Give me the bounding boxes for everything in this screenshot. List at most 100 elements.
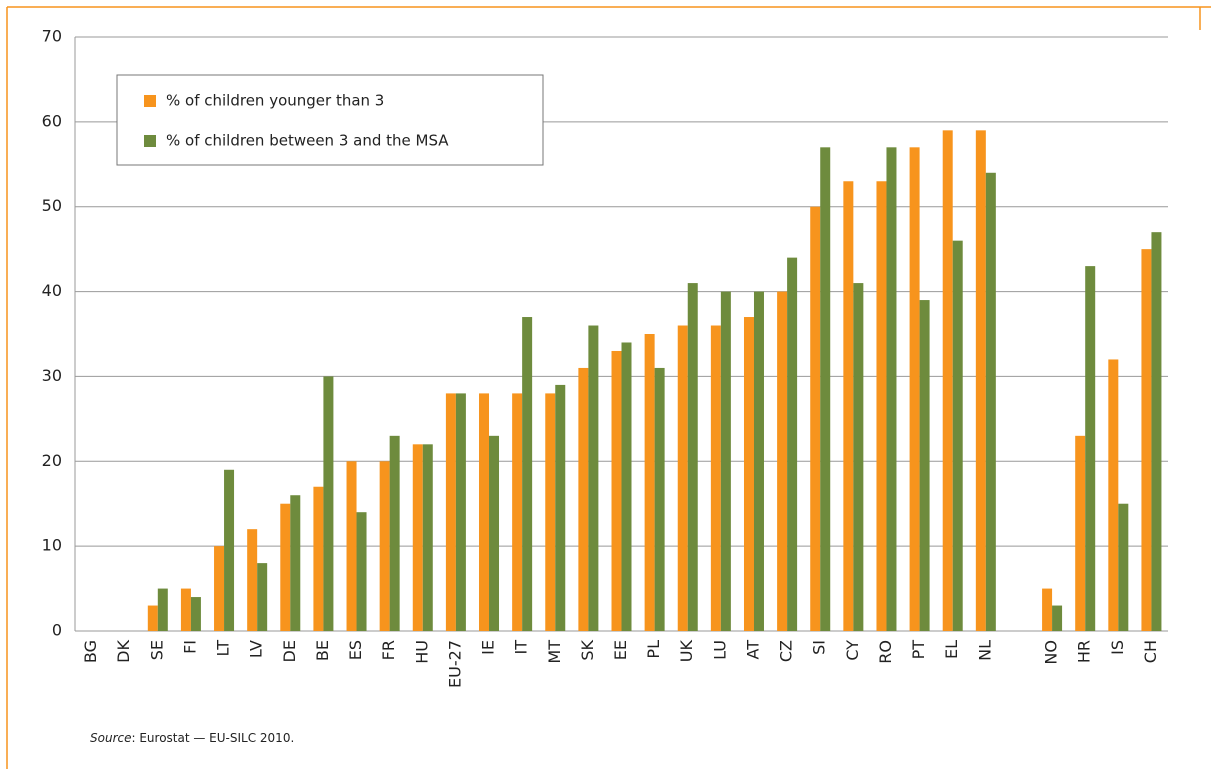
bar <box>1141 249 1152 631</box>
bar <box>224 469 235 631</box>
bar <box>820 147 831 632</box>
x-tick-label: LV <box>247 640 266 658</box>
bar <box>1085 266 1096 631</box>
bars: BG DK SE FI LT LV DE BE ES FR HU EU-27 IE IT MT SK EE PL U… <box>81 130 1162 688</box>
bar <box>1075 435 1086 631</box>
x-tick-label: RO <box>876 640 895 664</box>
bar <box>919 300 930 631</box>
bar <box>323 376 334 631</box>
bar <box>720 291 731 631</box>
bar <box>479 393 490 631</box>
x-tick-label: DE <box>280 640 299 662</box>
x-tick-label: PL <box>644 640 663 659</box>
bar <box>985 172 996 631</box>
bar <box>611 350 622 631</box>
bar <box>346 461 357 631</box>
bar <box>555 384 566 631</box>
bar <box>1042 588 1053 631</box>
bar <box>313 486 324 631</box>
bar <box>190 597 201 631</box>
bar <box>379 461 390 631</box>
bar <box>654 367 665 631</box>
bar <box>621 342 632 631</box>
x-tick-label: FI <box>180 640 199 654</box>
bar <box>787 257 798 631</box>
y-tick-label: 20 <box>42 451 62 470</box>
bar <box>389 435 400 631</box>
bar <box>247 529 258 631</box>
bar <box>743 317 754 631</box>
bar <box>356 512 367 631</box>
x-tick-label: EL <box>942 640 961 659</box>
y-tick-label: 30 <box>42 366 62 385</box>
bar <box>157 588 168 631</box>
bar <box>886 147 897 632</box>
y-tick-label: 0 <box>52 621 62 640</box>
source-text: : Eurostat — EU-SILC 2010. <box>131 731 294 745</box>
x-tick-label: EE <box>611 640 630 660</box>
x-tick-label: IE <box>479 640 498 655</box>
x-tick-label: MT <box>545 640 564 664</box>
x-tick-label: SI <box>810 640 829 655</box>
legend-box <box>116 74 544 166</box>
x-tick-label: HR <box>1075 640 1094 663</box>
bar <box>1151 232 1162 631</box>
y-tick-label: 10 <box>42 536 62 555</box>
x-tick-label: HU <box>412 640 431 664</box>
x-tick-label: NO <box>1042 640 1061 665</box>
bar <box>422 444 433 631</box>
bar <box>512 393 523 631</box>
x-tick-label: CY <box>843 640 862 661</box>
y-tick-label: 40 <box>42 281 62 300</box>
bar <box>455 393 466 631</box>
bar <box>687 283 698 631</box>
bar <box>1118 503 1129 631</box>
y-tick-label: 50 <box>42 196 62 215</box>
source: Source: Eurostat — EU-SILC 2010. <box>90 731 294 745</box>
y-tick-label: 70 <box>42 27 62 46</box>
bar <box>644 334 655 631</box>
source-label: Source <box>90 731 131 745</box>
bar <box>853 283 864 631</box>
x-tick-label: ES <box>346 640 365 660</box>
legend-swatch <box>144 95 156 107</box>
x-tick-label: IS <box>1108 640 1127 655</box>
bar <box>710 325 721 631</box>
x-tick-label: NL <box>975 640 994 661</box>
bar <box>280 503 291 631</box>
legend-label: % of children younger than 3 <box>166 92 384 110</box>
x-tick-label: PT <box>909 640 928 660</box>
legend-swatch <box>144 135 156 147</box>
x-tick-label: DK <box>114 639 133 662</box>
bar <box>909 147 920 632</box>
x-tick-label: LT <box>214 640 233 657</box>
bar <box>545 393 556 631</box>
bar <box>753 291 764 631</box>
x-tick-label: SK <box>578 640 597 661</box>
bar <box>588 325 599 631</box>
x-tick-label: AT <box>743 640 762 660</box>
bar <box>489 435 500 631</box>
x-tick-label: IT <box>512 640 531 655</box>
legend: % of children younger than 3 % of childre… <box>144 92 449 150</box>
y-tick-label: 60 <box>42 111 62 130</box>
x-tick-label: SE <box>147 640 166 660</box>
bar <box>578 367 589 631</box>
bar <box>522 317 533 631</box>
legend-label: % of children between 3 and the MSA <box>166 132 449 150</box>
x-tick-label: CZ <box>777 640 796 662</box>
x-tick-label: CH <box>1141 640 1160 663</box>
x-tick-label: BG <box>81 640 100 663</box>
x-tick-label: BE <box>313 640 332 661</box>
bar <box>445 393 456 631</box>
bar <box>810 206 821 631</box>
x-tick-label: LU <box>710 640 729 660</box>
bar <box>214 546 225 631</box>
bar <box>412 444 423 631</box>
bar <box>777 291 788 631</box>
bar <box>843 181 854 631</box>
bar <box>257 563 268 631</box>
bar <box>180 588 191 631</box>
